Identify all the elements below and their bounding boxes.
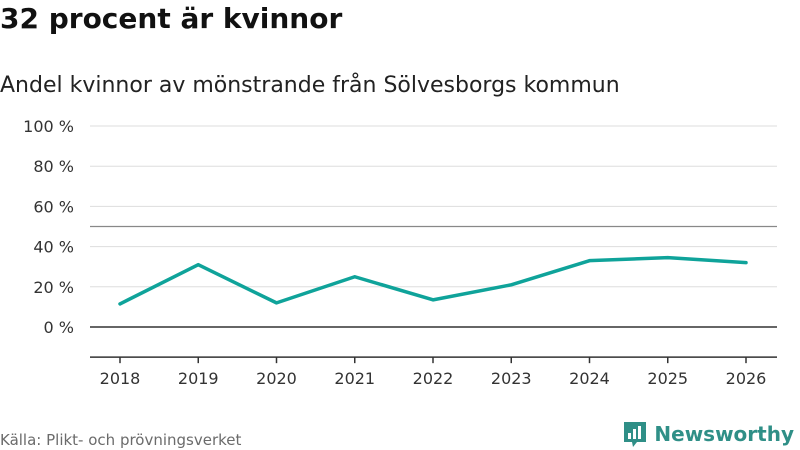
chart-subtitle: Andel kvinnor av mönstrande från Sölvesb… [0, 73, 620, 98]
data-point [744, 261, 748, 265]
data-point [275, 301, 278, 305]
y-tick-label: 80 % [33, 157, 74, 176]
x-tick-label: 2020 [256, 369, 297, 388]
x-tick-label: 2018 [100, 369, 141, 388]
data-point [353, 275, 357, 279]
y-tick-label: 40 % [33, 238, 74, 257]
x-tick-label: 2019 [178, 369, 219, 388]
y-tick-label: 60 % [33, 197, 74, 216]
data-point [431, 298, 435, 302]
x-tick-label: 2022 [413, 369, 454, 388]
data-point [118, 302, 122, 306]
data-point [196, 263, 200, 267]
x-tick-label: 2024 [569, 369, 610, 388]
x-tick-label: 2026 [726, 369, 767, 388]
source-note: Källa: Plikt- och prövningsverket [0, 431, 242, 449]
data-point [509, 283, 513, 287]
x-tick-label: 2023 [491, 369, 532, 388]
x-tick-label: 2021 [334, 369, 375, 388]
series-line [118, 255, 748, 306]
newsworthy-logo-icon [624, 422, 647, 447]
y-tick-label: 100 % [23, 117, 74, 136]
chart-title: 32 procent är kvinnor [0, 2, 343, 35]
brand-logo: Newsworthy [622, 420, 794, 448]
brand-name: Newsworthy [654, 422, 794, 446]
data-point [588, 259, 591, 263]
y-tick-label: 0 % [44, 318, 74, 337]
x-tick-label: 2025 [647, 369, 688, 388]
y-tick-label: 20 % [33, 278, 74, 297]
data-point [666, 256, 670, 260]
